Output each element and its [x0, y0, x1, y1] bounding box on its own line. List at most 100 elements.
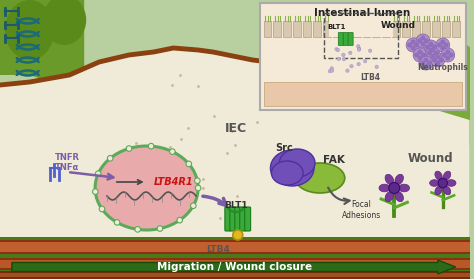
Circle shape — [348, 51, 352, 55]
Bar — [0, 237, 470, 279]
Ellipse shape — [395, 174, 403, 185]
Circle shape — [413, 48, 427, 62]
Circle shape — [126, 146, 132, 151]
Ellipse shape — [395, 191, 403, 202]
Circle shape — [442, 52, 447, 57]
Circle shape — [191, 203, 196, 208]
FancyBboxPatch shape — [245, 207, 251, 231]
Bar — [0, 242, 470, 252]
Circle shape — [233, 230, 243, 240]
Bar — [343, 21, 351, 37]
Bar — [363, 21, 371, 37]
Bar — [0, 260, 470, 268]
Bar — [383, 21, 390, 37]
Bar — [412, 21, 420, 37]
Text: Focal
Adhesions: Focal Adhesions — [342, 200, 381, 220]
Circle shape — [425, 44, 430, 49]
Text: Migration / Wound closure: Migration / Wound closure — [157, 262, 312, 272]
Bar — [0, 240, 470, 254]
Circle shape — [375, 65, 379, 69]
Bar — [353, 21, 361, 37]
Ellipse shape — [416, 72, 474, 148]
Circle shape — [436, 38, 450, 52]
Circle shape — [420, 42, 426, 47]
Bar — [313, 21, 321, 37]
Ellipse shape — [399, 184, 410, 192]
Circle shape — [357, 48, 361, 51]
FancyBboxPatch shape — [343, 32, 348, 45]
Circle shape — [427, 61, 432, 66]
Bar — [432, 21, 440, 37]
Circle shape — [357, 62, 360, 66]
Text: BLT1: BLT1 — [328, 24, 346, 30]
Circle shape — [436, 54, 440, 59]
Circle shape — [417, 39, 422, 44]
Text: Src: Src — [275, 143, 293, 153]
Ellipse shape — [443, 171, 451, 180]
Bar — [273, 21, 282, 37]
Circle shape — [424, 40, 438, 54]
Circle shape — [445, 49, 450, 54]
Text: Wound: Wound — [408, 151, 454, 165]
Circle shape — [346, 69, 349, 73]
Circle shape — [436, 61, 440, 66]
Ellipse shape — [429, 180, 439, 186]
Circle shape — [135, 227, 140, 232]
Bar — [373, 21, 381, 37]
FancyBboxPatch shape — [225, 207, 231, 231]
Ellipse shape — [292, 75, 382, 145]
Circle shape — [438, 178, 447, 188]
Circle shape — [194, 178, 200, 184]
Bar — [329, 16, 393, 37]
Circle shape — [431, 53, 445, 67]
Circle shape — [432, 44, 437, 49]
Bar — [323, 21, 331, 37]
Ellipse shape — [43, 0, 86, 45]
Text: LTB4R1: LTB4R1 — [154, 177, 193, 187]
Circle shape — [364, 59, 367, 63]
Bar — [283, 21, 291, 37]
Circle shape — [424, 39, 429, 44]
Ellipse shape — [317, 40, 436, 140]
Bar — [0, 273, 470, 277]
Circle shape — [406, 38, 420, 52]
Circle shape — [440, 45, 445, 50]
Circle shape — [195, 185, 201, 191]
Circle shape — [414, 42, 419, 47]
FancyBboxPatch shape — [230, 207, 236, 231]
Bar — [264, 21, 272, 37]
Polygon shape — [0, 48, 470, 237]
Polygon shape — [297, 60, 470, 240]
Ellipse shape — [5, 0, 55, 60]
Ellipse shape — [435, 186, 442, 195]
Ellipse shape — [435, 171, 442, 180]
Circle shape — [428, 47, 433, 52]
Circle shape — [420, 35, 426, 40]
Circle shape — [410, 40, 416, 44]
Circle shape — [430, 54, 436, 59]
Circle shape — [170, 149, 175, 155]
Bar — [392, 21, 400, 37]
Circle shape — [423, 64, 428, 69]
Text: FAK: FAK — [323, 155, 345, 165]
Bar — [333, 21, 341, 37]
Circle shape — [437, 42, 442, 47]
Circle shape — [410, 45, 416, 50]
Circle shape — [444, 42, 449, 47]
Circle shape — [389, 182, 400, 194]
Circle shape — [449, 52, 454, 57]
Bar — [442, 21, 450, 37]
Ellipse shape — [271, 150, 314, 186]
FancyBboxPatch shape — [235, 207, 241, 231]
Bar — [303, 21, 311, 37]
Bar — [402, 21, 410, 37]
Circle shape — [426, 46, 440, 60]
Ellipse shape — [356, 88, 465, 172]
Text: TNFR: TNFR — [55, 153, 80, 162]
FancyBboxPatch shape — [338, 32, 343, 45]
Circle shape — [342, 53, 345, 57]
Ellipse shape — [95, 146, 198, 230]
Text: IEC: IEC — [225, 121, 247, 134]
Ellipse shape — [385, 191, 393, 202]
Circle shape — [423, 57, 428, 62]
